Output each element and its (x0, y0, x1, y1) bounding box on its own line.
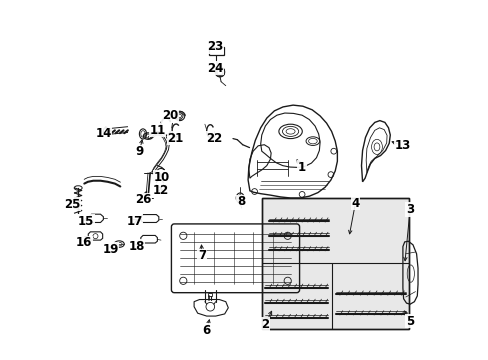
Text: 7: 7 (198, 249, 205, 262)
Text: 9: 9 (135, 145, 143, 158)
Text: 12: 12 (153, 184, 169, 197)
Text: 5: 5 (405, 315, 413, 328)
Text: 3: 3 (405, 203, 413, 216)
Text: 8: 8 (236, 195, 244, 208)
Text: 13: 13 (394, 139, 410, 152)
Text: 6: 6 (202, 324, 210, 337)
Bar (261, 198, 408, 329)
Text: 2: 2 (261, 318, 269, 330)
Text: 21: 21 (167, 132, 183, 145)
Bar (209, 47, 223, 55)
Text: 15: 15 (78, 215, 94, 228)
Text: 26: 26 (135, 193, 151, 206)
Text: 16: 16 (76, 236, 92, 249)
Text: 1: 1 (297, 161, 305, 174)
Text: 18: 18 (128, 240, 144, 253)
Text: 4: 4 (350, 197, 359, 210)
Text: 14: 14 (95, 127, 111, 140)
Text: 22: 22 (205, 132, 222, 145)
Text: 19: 19 (102, 243, 119, 256)
Text: 23: 23 (207, 40, 224, 53)
Text: 17: 17 (126, 215, 142, 228)
Text: 11: 11 (149, 124, 165, 137)
Text: 10: 10 (153, 171, 169, 184)
Text: 24: 24 (206, 62, 223, 75)
Text: 25: 25 (64, 198, 81, 211)
Bar (261, 198, 408, 329)
Bar (207, 293, 212, 296)
Text: 20: 20 (162, 109, 178, 122)
